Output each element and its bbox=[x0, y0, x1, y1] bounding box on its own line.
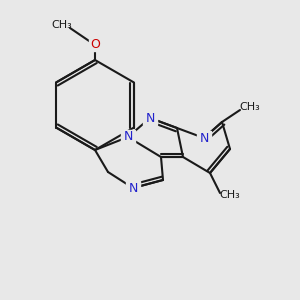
Text: N: N bbox=[123, 130, 133, 143]
Text: O: O bbox=[90, 38, 100, 52]
Text: N: N bbox=[199, 131, 209, 145]
Text: N: N bbox=[128, 182, 138, 194]
Text: N: N bbox=[145, 112, 155, 124]
Text: CH₃: CH₃ bbox=[220, 190, 240, 200]
Text: CH₃: CH₃ bbox=[240, 102, 260, 112]
Text: CH₃: CH₃ bbox=[52, 20, 72, 30]
